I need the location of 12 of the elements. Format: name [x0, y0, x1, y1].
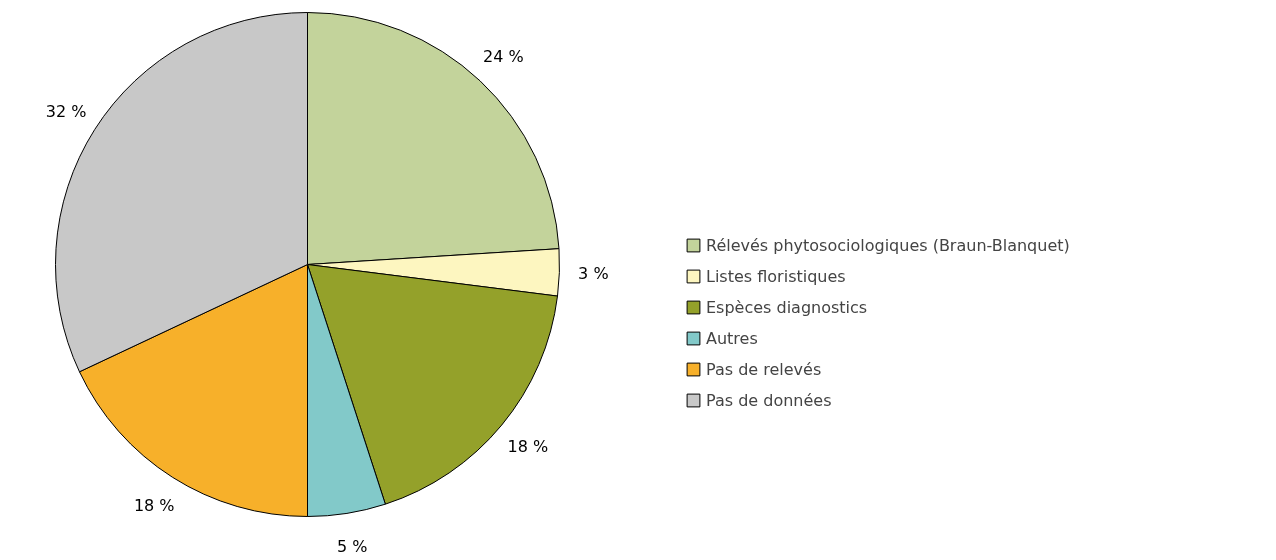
data-label: 24 % — [482, 46, 524, 66]
legend-label: Espèces diagnostics — [706, 297, 868, 317]
legend-label: Pas de relevés — [706, 359, 822, 379]
data-label: 18 % — [507, 437, 549, 457]
legend-label: Listes floristiques — [706, 266, 846, 286]
data-label: 3 % — [578, 263, 609, 283]
legend-label: Pas de données — [706, 390, 832, 410]
legend-label: Rélevés phytosociologiques (Braun-Blanquet) — [706, 235, 1070, 255]
data-label: 18 % — [133, 496, 175, 516]
data-label: 32 % — [45, 101, 87, 121]
legend-label: Autres — [706, 328, 758, 348]
data-label: 5 % — [337, 537, 368, 557]
